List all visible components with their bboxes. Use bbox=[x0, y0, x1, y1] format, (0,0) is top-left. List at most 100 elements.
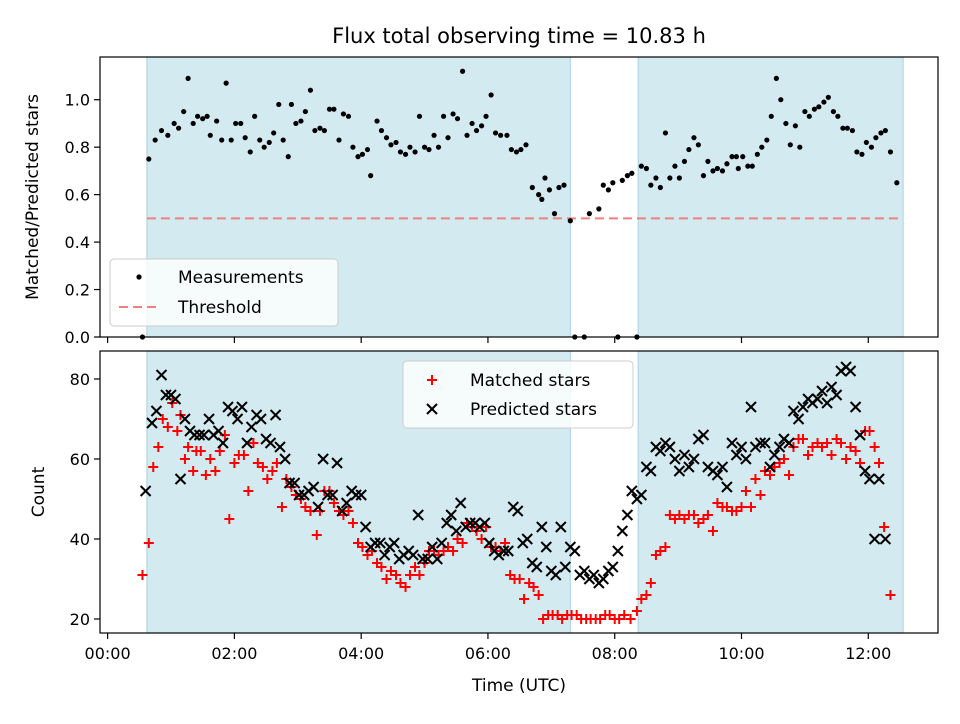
predicted-star-x-b bbox=[479, 517, 491, 529]
predicted-star-x-b bbox=[540, 541, 552, 553]
measurement-point bbox=[228, 137, 234, 143]
predicted-star-x-b bbox=[792, 413, 805, 425]
predicted-star-x-b bbox=[773, 441, 786, 453]
predicted-star-x-b bbox=[578, 565, 590, 577]
predicted-star-point bbox=[264, 437, 277, 449]
measurements-series bbox=[139, 68, 900, 340]
matched-star-point bbox=[157, 414, 168, 424]
measurement-point bbox=[488, 92, 494, 98]
measurement-point bbox=[643, 165, 650, 172]
predicted-star-x-b bbox=[359, 521, 372, 533]
predicted-star-point bbox=[745, 401, 757, 413]
measurement-point bbox=[681, 158, 688, 165]
predicted-star-x-b bbox=[312, 501, 324, 513]
matched-star-point bbox=[376, 562, 387, 572]
predicted-star-point bbox=[407, 549, 419, 561]
measurement-point bbox=[508, 146, 514, 153]
predicted-star-x-b bbox=[754, 437, 767, 449]
measurement-point bbox=[695, 142, 701, 148]
measurement-point bbox=[176, 125, 182, 131]
legend-predicted-label: Predicted stars bbox=[470, 400, 597, 420]
predicted-star-x-b bbox=[697, 429, 710, 441]
predicted-star-point bbox=[683, 461, 695, 473]
measurement-point bbox=[185, 75, 191, 81]
predicted-star-x-b bbox=[307, 481, 320, 493]
y-tick-label: 0.0 bbox=[65, 328, 90, 347]
measurement-point bbox=[257, 137, 263, 143]
matched-star-point bbox=[210, 466, 221, 476]
predicted-star-point bbox=[374, 537, 386, 549]
predicted-star-x-b bbox=[139, 485, 152, 497]
matched-star-point bbox=[826, 450, 837, 460]
measurement-point bbox=[773, 75, 779, 81]
measurement-point bbox=[586, 211, 592, 217]
y-tick-label: 40 bbox=[70, 530, 90, 549]
measurement-point bbox=[364, 146, 371, 153]
predicted-star-x-b bbox=[588, 569, 600, 581]
matched-star-point bbox=[452, 534, 463, 544]
matched-star-point bbox=[243, 486, 254, 496]
predicted-star-point bbox=[673, 465, 686, 477]
predicted-star-point bbox=[464, 517, 476, 529]
chart-title: Flux total observing time = 10.83 h bbox=[332, 24, 706, 48]
measurement-point bbox=[435, 144, 442, 150]
matched-star-point bbox=[528, 582, 539, 592]
matched-star-point bbox=[457, 538, 468, 548]
predicted-star-x-b bbox=[768, 449, 781, 461]
predicted-star-x-b bbox=[198, 429, 210, 441]
measurement-point bbox=[200, 116, 206, 122]
predicted-star-x-b bbox=[783, 437, 795, 449]
matched-star-point bbox=[267, 466, 278, 476]
predicted-star-x-b bbox=[241, 437, 253, 449]
predicted-star-point bbox=[283, 477, 296, 489]
predicted-star-x-b bbox=[174, 473, 187, 485]
ratio-panel-frame bbox=[99, 56, 939, 338]
measurement-point bbox=[271, 130, 277, 136]
measurement-point bbox=[806, 113, 812, 119]
measurement-point bbox=[740, 154, 746, 160]
predicted-star-x-b bbox=[426, 541, 438, 553]
measurement-point bbox=[605, 187, 611, 193]
matched-star-point bbox=[224, 514, 235, 524]
measurement-point bbox=[700, 173, 707, 179]
predicted-star-x-b bbox=[293, 489, 305, 501]
matched-star-point bbox=[148, 462, 159, 472]
predicted-star-point bbox=[825, 381, 838, 393]
measurement-point bbox=[518, 146, 524, 153]
matched-star-point bbox=[183, 442, 194, 452]
measurement-point bbox=[556, 184, 562, 191]
predicted-star-x-b bbox=[825, 381, 838, 393]
matched-star-point bbox=[143, 538, 154, 548]
predicted-star-x-b bbox=[155, 369, 168, 381]
predicted-star-x-b bbox=[669, 453, 681, 465]
predicted-star-x-b bbox=[688, 453, 700, 465]
measurement-point bbox=[276, 101, 282, 108]
predicted-star-point bbox=[792, 413, 805, 425]
measurement-point bbox=[873, 135, 879, 141]
measurement-point bbox=[298, 118, 304, 124]
legend-box bbox=[402, 360, 634, 429]
measurement-point bbox=[653, 175, 659, 181]
predicted-star-x-b bbox=[607, 561, 619, 573]
predicted-star-point bbox=[863, 473, 876, 485]
matched-star-point bbox=[688, 510, 699, 520]
predicted-star-x-b bbox=[464, 517, 476, 529]
measurement-point bbox=[546, 187, 553, 193]
matched-star-point bbox=[300, 502, 311, 512]
predicted-star-x-b bbox=[859, 465, 871, 477]
measurement-point bbox=[619, 177, 625, 183]
matched-star-point bbox=[731, 506, 742, 516]
measurement-point bbox=[340, 111, 347, 117]
counts-x-axis: 00:00 02:00 04:00 06:00 08:00 10:00 12:00 bbox=[85, 633, 891, 663]
predicted-star-point bbox=[645, 465, 657, 477]
measurement-point bbox=[816, 104, 822, 110]
predicted-star-point bbox=[412, 509, 424, 521]
predicted-star-point bbox=[626, 485, 638, 497]
measurement-point bbox=[778, 97, 784, 103]
predicted-star-point bbox=[340, 497, 353, 509]
counts-series bbox=[137, 361, 896, 624]
measurement-point bbox=[835, 113, 841, 119]
measurement-point bbox=[195, 113, 201, 119]
measurement-point bbox=[397, 149, 404, 155]
predicted-star-x-b bbox=[626, 485, 638, 497]
